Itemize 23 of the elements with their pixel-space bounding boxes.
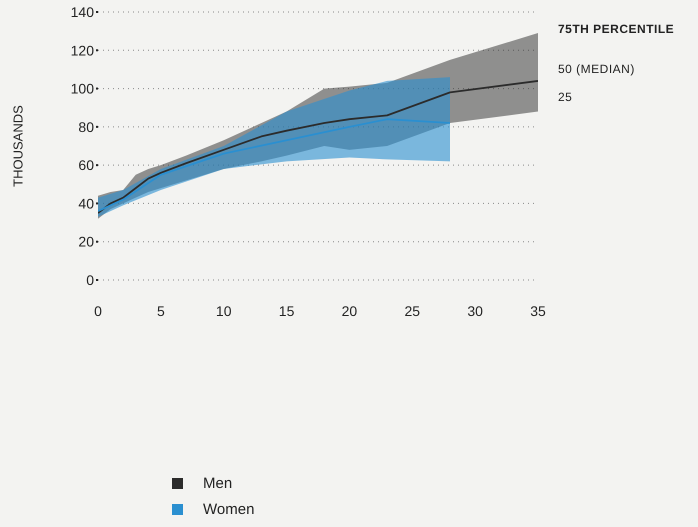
- y-tick-label: 40: [78, 195, 94, 212]
- legend-label: Men: [203, 474, 232, 492]
- y-tick-label: 100: [70, 80, 94, 97]
- text: 75TH PERCENTILE: [558, 22, 674, 36]
- x-tick-label: 30: [467, 302, 484, 319]
- x-tick-label: 25: [404, 302, 420, 319]
- y-tick-label: 0: [86, 272, 94, 288]
- x-tick-label: 35: [530, 302, 546, 319]
- text: 50 (MEDIAN): [558, 62, 635, 76]
- x-tick-label: 5: [156, 302, 165, 319]
- x-tick-label: 10: [216, 302, 232, 319]
- y-tick-label: 120: [70, 42, 94, 58]
- x-tick-label: 20: [342, 302, 358, 319]
- y-tick-label: 20: [78, 234, 94, 250]
- y-tick-label: 80: [78, 118, 94, 135]
- y-axis-title: THOUSANDS: [10, 104, 26, 187]
- legend-label: Women: [203, 500, 254, 518]
- y-tick-label: 60: [78, 157, 94, 174]
- y-tick-label: 140: [70, 4, 94, 20]
- text: 25: [558, 90, 572, 104]
- x-tick-label: 15: [278, 302, 295, 319]
- line-series: [98, 118, 451, 212]
- line-series: [98, 80, 538, 214]
